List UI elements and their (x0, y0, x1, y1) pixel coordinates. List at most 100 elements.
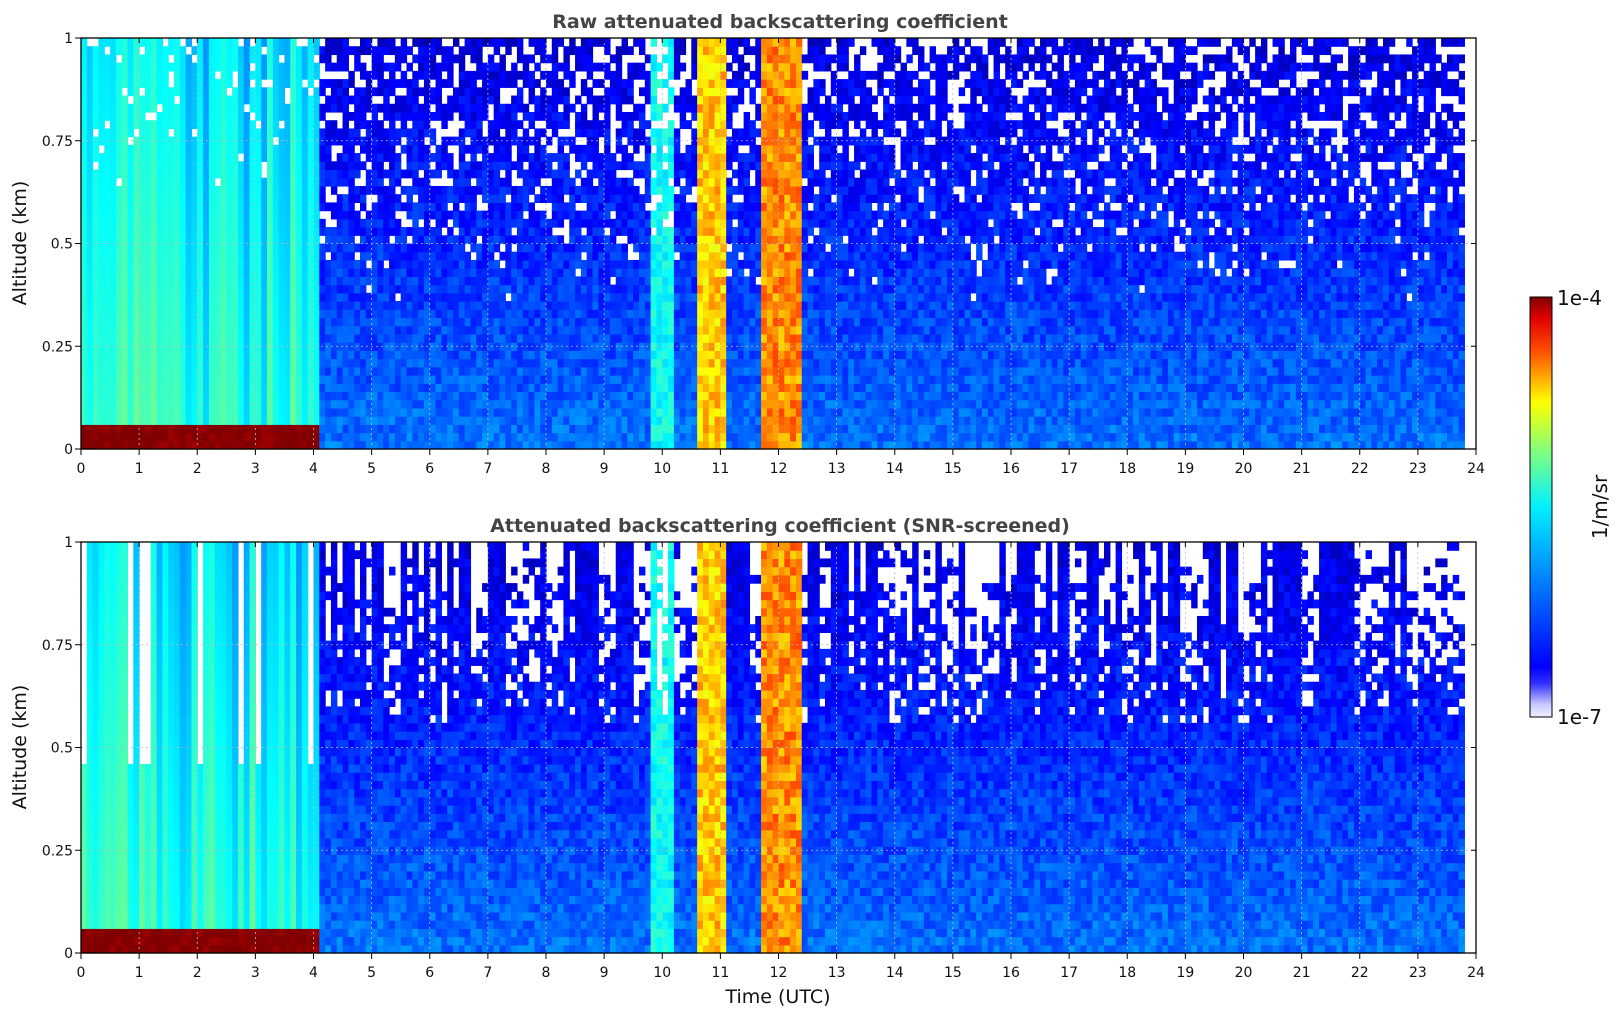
heatmap-cell (389, 79, 396, 88)
heatmap-cell (261, 391, 268, 401)
heatmap-cell (261, 70, 268, 80)
heatmap-cell (697, 54, 704, 64)
heatmap-cell (174, 194, 181, 203)
heatmap-cell (598, 383, 605, 393)
heatmap-cell (377, 325, 384, 335)
heatmap-cell (406, 95, 413, 105)
heatmap-cell (98, 391, 105, 401)
heatmap-cell (569, 276, 576, 286)
heatmap-cell (400, 227, 408, 236)
heatmap-cell (185, 333, 193, 343)
heatmap-cell (144, 251, 152, 261)
heatmap-cell (284, 251, 291, 261)
heatmap-cell (354, 95, 361, 105)
heatmap-cell (98, 268, 105, 277)
heatmap-cell (185, 424, 193, 434)
heatmap-cell (267, 210, 274, 220)
heatmap-cell (522, 62, 530, 72)
heatmap-cell (365, 38, 373, 47)
heatmap-cell (162, 259, 169, 269)
heatmap-cell (301, 276, 309, 286)
heatmap-cell (156, 235, 163, 245)
heatmap-cell (214, 62, 222, 72)
heatmap-cell (383, 218, 390, 228)
heatmap-cell (400, 268, 408, 277)
heatmap-cell (400, 79, 408, 88)
heatmap-cell (197, 202, 204, 212)
heatmap-cell (673, 70, 681, 80)
heatmap-cell (348, 259, 355, 269)
heatmap-cell (272, 440, 280, 450)
heatmap-cell (389, 416, 396, 425)
heatmap-cell (679, 227, 687, 236)
heatmap-cell (377, 366, 384, 376)
heatmap-cell (92, 325, 100, 335)
heatmap-cell (458, 227, 466, 236)
heatmap-cell (482, 111, 489, 121)
heatmap-cell (121, 251, 129, 261)
heatmap-cell (644, 144, 652, 154)
heatmap-cell (92, 284, 100, 294)
heatmap-cell (609, 317, 617, 327)
heatmap-cell (406, 144, 413, 154)
heatmap-cell (650, 268, 658, 277)
heatmap-cell (197, 375, 204, 384)
heatmap-cell (261, 54, 268, 64)
heatmap-cell (615, 375, 623, 384)
heatmap-cell (557, 276, 565, 286)
heatmap-cell (406, 259, 413, 269)
heatmap-cell (81, 161, 88, 171)
heatmap-cell (453, 325, 460, 335)
heatmap-cell (313, 375, 320, 384)
heatmap-cell (540, 342, 547, 351)
heatmap-cell (191, 375, 198, 384)
heatmap-cell (226, 350, 233, 360)
heatmap-cell (429, 259, 437, 269)
heatmap-cell (98, 276, 105, 286)
heatmap-cell (453, 383, 460, 393)
heatmap-cell (301, 243, 309, 253)
heatmap-cell (453, 358, 460, 368)
heatmap-cell (516, 391, 524, 401)
heatmap-cell (255, 309, 262, 319)
heatmap-cell (627, 136, 634, 146)
heatmap-cell (365, 128, 373, 138)
heatmap-cell (505, 440, 512, 450)
heatmap-cell (174, 79, 181, 88)
heatmap-cell (296, 46, 303, 56)
heatmap-cell (208, 375, 216, 384)
heatmap-cell (679, 235, 687, 245)
heatmap-cell (604, 169, 611, 179)
heatmap-cell (621, 317, 628, 327)
heatmap-cell (115, 103, 123, 113)
heatmap-cell (615, 301, 623, 310)
heatmap-cell (278, 301, 286, 310)
heatmap-cell (290, 259, 297, 269)
heatmap-cell (546, 70, 553, 80)
heatmap-cell (127, 79, 134, 88)
heatmap-cell (673, 194, 681, 203)
heatmap-cell (272, 259, 280, 269)
heatmap-cell (400, 399, 408, 409)
heatmap-cell (621, 153, 628, 162)
heatmap-cell (272, 46, 280, 56)
heatmap-cell (243, 38, 251, 47)
heatmap-cell (447, 268, 454, 277)
heatmap-cell (499, 103, 506, 113)
heatmap-cell (86, 95, 94, 105)
heatmap-cell (86, 301, 94, 310)
heatmap-cell (604, 194, 611, 203)
heatmap-cell (174, 375, 181, 384)
heatmap-cell (400, 317, 408, 327)
heatmap-cell (673, 358, 681, 368)
heatmap-cell (313, 227, 320, 236)
heatmap-cell (284, 440, 291, 450)
heatmap-cell (110, 375, 117, 384)
heatmap-cell (255, 317, 262, 327)
heatmap-cell (313, 383, 320, 393)
heatmap-cell (621, 111, 628, 121)
heatmap-cell (371, 440, 379, 450)
heatmap-cell (81, 407, 88, 417)
heatmap-cell (272, 103, 280, 113)
heatmap-cell (464, 103, 472, 113)
